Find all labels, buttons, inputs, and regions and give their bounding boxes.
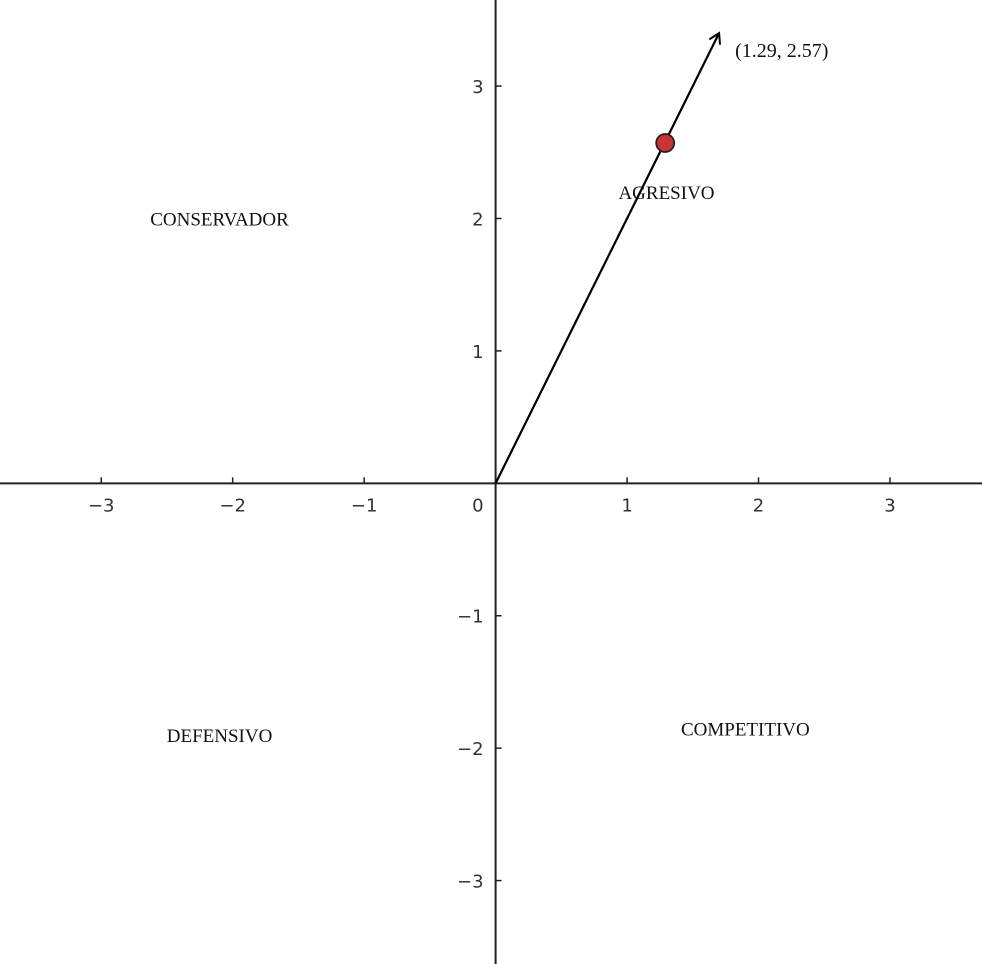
x-tick-label: 1: [621, 495, 632, 516]
origin-label: 0: [472, 495, 483, 516]
quadrant-label-competitivo: COMPETITIVO: [681, 719, 810, 740]
quadrant-label-conservador: CONSERVADOR: [150, 209, 289, 230]
y-tick-label: −1: [457, 607, 484, 628]
x-tick-label: −3: [88, 495, 115, 516]
data-point-label: (1.29, 2.57): [735, 40, 828, 62]
data-point: [655, 133, 676, 153]
x-tick-label: 2: [753, 495, 764, 516]
y-tick-label: 1: [472, 342, 483, 363]
x-tick-label: 3: [884, 495, 895, 516]
y-tick-label: −2: [457, 739, 484, 760]
x-tick-label: −1: [351, 495, 378, 516]
y-tick-label: 3: [472, 77, 483, 98]
quadrant-label-agresivo: AGRESIVO: [618, 183, 714, 204]
y-tick-label: 2: [472, 209, 483, 230]
y-tick-label: −3: [457, 872, 484, 893]
vector-arrow: [494, 31, 722, 484]
x-tick-label: −2: [219, 495, 246, 516]
quadrant-label-defensivo: DEFENSIVO: [167, 726, 273, 747]
